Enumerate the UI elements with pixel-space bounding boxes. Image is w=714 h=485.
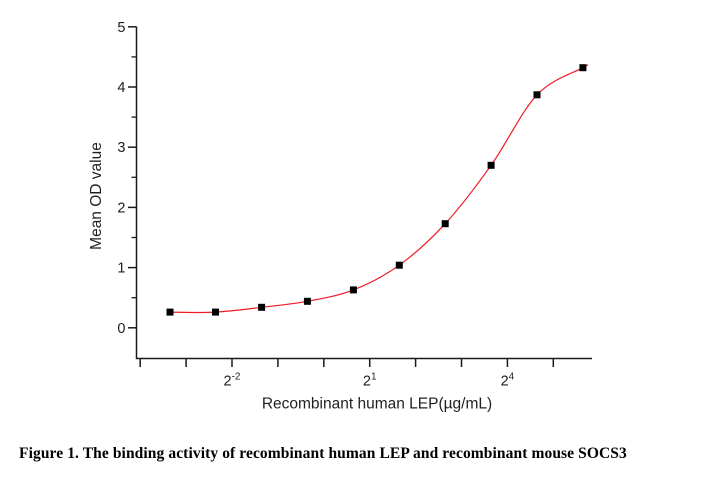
data-point-marker: [533, 91, 541, 99]
data-points: [166, 64, 587, 316]
x-tick-label: 24: [501, 372, 515, 390]
data-point-marker: [441, 220, 449, 228]
binding-activity-chart: 0 1 2 3 4 5 2-2 21 24 Recombinant human LEP(µg/mL…: [88, 20, 592, 413]
data-point-marker: [212, 308, 219, 316]
y-tick-label: 1: [117, 261, 125, 277]
x-axis-ticks: 2-2 21 24: [139, 358, 555, 390]
x-axis-title: Recombinant human LEP(µg/mL): [262, 396, 492, 413]
data-point-marker: [258, 303, 266, 311]
data-point-marker: [349, 286, 357, 294]
y-axis-title: Mean OD value: [88, 142, 105, 250]
data-point-marker: [487, 161, 495, 169]
x-tick-label: 2-2: [224, 372, 241, 390]
y-tick-label: 5: [117, 20, 125, 36]
data-point-marker: [395, 261, 403, 269]
y-tick-label: 4: [117, 80, 125, 96]
data-point-marker: [579, 64, 587, 72]
y-tick-label: 3: [117, 140, 125, 156]
y-axis-ticks: 0 1 2 3 4 5: [117, 20, 137, 337]
axes: [135, 26, 592, 360]
chart-canvas: 0 1 2 3 4 5 2-2 21 24 Recombinant human LEP(µg/mL…: [88, 20, 592, 413]
data-point-marker: [166, 308, 174, 316]
axis-lines: [135, 26, 592, 360]
y-tick-label: 0: [117, 321, 125, 337]
data-point-marker: [303, 297, 311, 305]
fit-curve: [169, 64, 589, 314]
y-tick-label: 2: [117, 200, 125, 216]
x-tick-label: 21: [363, 372, 377, 390]
figure-caption: Figure 1. The binding activity of recomb…: [19, 445, 627, 462]
